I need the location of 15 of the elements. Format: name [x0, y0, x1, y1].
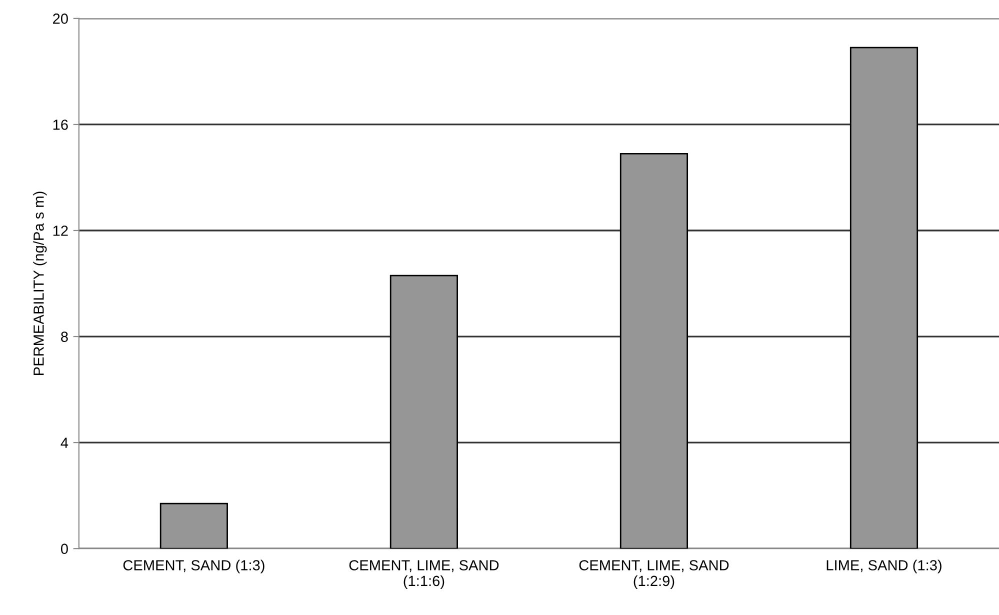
y-tick-label: 8	[61, 332, 68, 342]
bar	[160, 502, 228, 549]
y-tick-label: 0	[60, 544, 68, 554]
y-tick-label: 16	[53, 120, 68, 130]
y-tick-label: 20	[53, 14, 68, 24]
x-tick-label: CEMENT, LIME, SAND (1:2:9)	[579, 560, 729, 589]
y-axis-title: PERMEABILITY (ng/Pa s m)	[33, 192, 47, 375]
x-tick-label: LIME, SAND (1:3)	[826, 560, 942, 574]
y-tick-label: 4	[60, 438, 68, 448]
x-tick-label: CEMENT, SAND (1:3)	[123, 560, 264, 574]
bar	[620, 152, 688, 549]
y-tick-label: 12	[53, 226, 68, 236]
bar	[850, 46, 918, 549]
bar	[390, 274, 458, 549]
x-tick-label: CEMENT, LIME, SAND (1:1:6)	[349, 560, 499, 589]
